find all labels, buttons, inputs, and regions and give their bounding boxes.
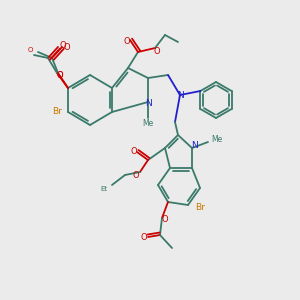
Text: O: O <box>141 233 147 242</box>
Text: Br: Br <box>52 107 62 116</box>
Text: Me: Me <box>212 136 223 145</box>
Text: O: O <box>154 47 160 56</box>
Text: O: O <box>131 146 137 155</box>
Text: Me: Me <box>142 119 154 128</box>
Text: N: N <box>177 91 183 100</box>
Text: Br: Br <box>195 202 205 211</box>
Text: O: O <box>124 37 130 46</box>
Text: O: O <box>57 70 63 80</box>
Text: O: O <box>133 170 139 179</box>
Text: O: O <box>27 47 33 53</box>
Text: O: O <box>57 71 63 80</box>
Text: N: N <box>190 142 197 151</box>
Text: O: O <box>60 41 66 50</box>
Text: Et: Et <box>100 186 108 192</box>
Text: N: N <box>146 98 152 107</box>
Text: O: O <box>162 215 168 224</box>
Text: O: O <box>64 43 70 52</box>
